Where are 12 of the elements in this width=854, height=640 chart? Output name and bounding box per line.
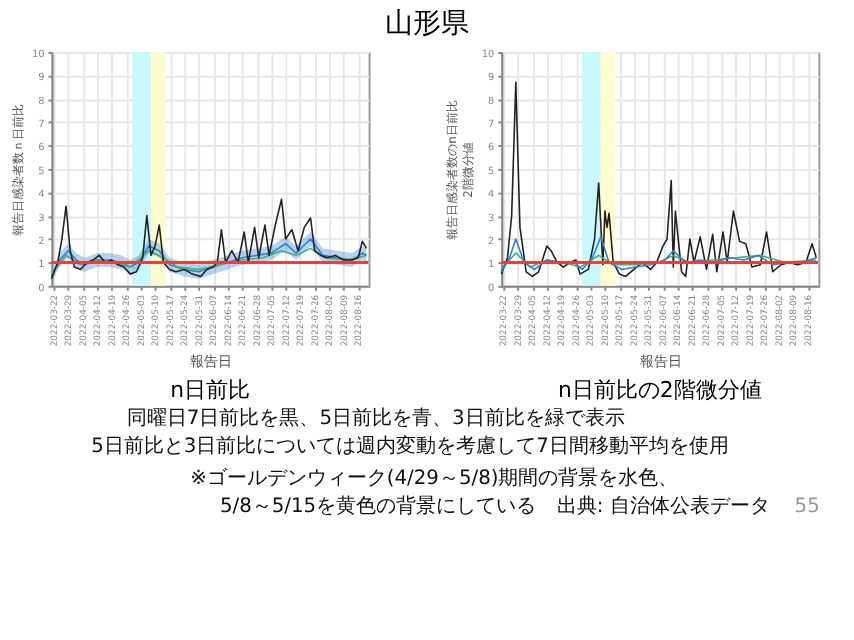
- text: 5日前比と3日前比については週内変動を考慮して7日間移動平均を使用: [91, 434, 729, 459]
- line-series: [500, 81, 818, 278]
- text: 5/8～5/15を黄色の背景にしている: [219, 493, 537, 518]
- text: n日前比: [170, 377, 250, 404]
- text: 同曜日7日前比を黒、5日前比を青、3日前比を緑で表示: [126, 406, 625, 431]
- line-series: [50, 247, 368, 275]
- text: 55: [794, 495, 820, 518]
- source-note: 出典: 自治体公表データ: [556, 493, 770, 518]
- text: ※ゴールデンウィーク(4/29～5/8)期間の背景を水色、: [190, 465, 679, 490]
- text: n日前比の2階微分値: [558, 377, 762, 404]
- line-series: [50, 198, 368, 280]
- text: 山形県: [385, 7, 470, 40]
